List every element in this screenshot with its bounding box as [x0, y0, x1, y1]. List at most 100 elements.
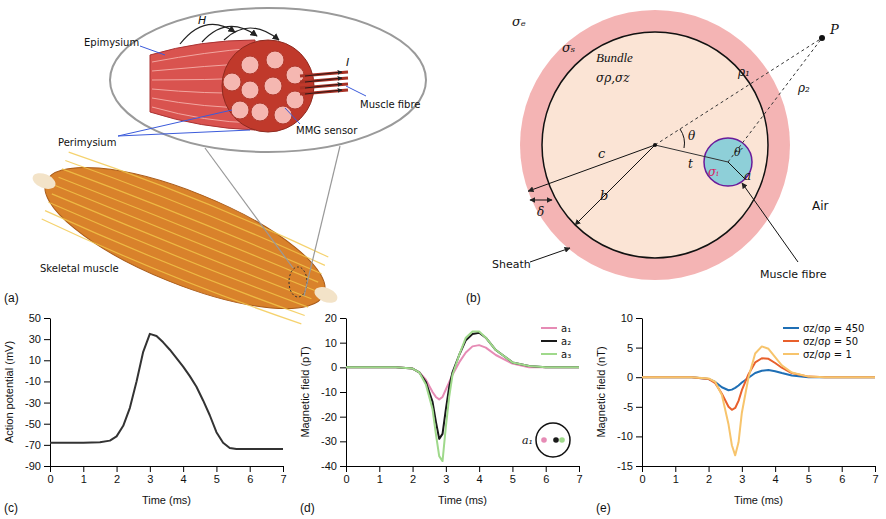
inset-position — [553, 437, 559, 443]
y-tick-mark — [340, 417, 346, 418]
point-p — [819, 35, 825, 41]
label: σρ,σz — [596, 71, 630, 85]
x-tick-mark — [709, 466, 710, 472]
x-tick: 4 — [477, 466, 483, 485]
data-line — [50, 334, 283, 449]
y-tick: 0 — [627, 371, 642, 383]
current-arrow — [305, 72, 342, 76]
muscle-stripe — [40, 219, 301, 328]
x-tick-mark — [546, 466, 547, 472]
label: σᵢ — [708, 165, 719, 179]
y-tick-mark — [44, 403, 50, 404]
x-tick: 6 — [247, 466, 253, 485]
y-axis-line — [642, 319, 643, 467]
fascicle — [231, 101, 249, 119]
x-tick: 6 — [839, 466, 845, 485]
x-tick: 3 — [147, 466, 153, 485]
y-tick-label: -30 — [25, 397, 41, 409]
x-tick-mark — [642, 466, 643, 472]
y-tick-label: 5 — [627, 342, 633, 354]
inset-bundle — [536, 423, 570, 457]
y-tick-label: 10 — [29, 354, 41, 366]
x-tick: 0 — [47, 466, 53, 485]
y-tick: -10 — [25, 375, 50, 387]
muscle-stripe — [48, 202, 308, 309]
y-tick-mark — [340, 466, 346, 467]
muscle-body — [29, 139, 342, 337]
tendon — [30, 170, 57, 192]
y-tick: -10 — [321, 386, 346, 398]
y-tick-mark — [44, 381, 50, 382]
x-tick: 2 — [114, 466, 120, 485]
x-tick-label: 3 — [147, 473, 153, 485]
label: Muscle fibre — [360, 99, 420, 110]
panel-b: σₑσₛBundleσρ,σzδcbθtθ′aσᵢρ₁ρ₂PAirSheathM… — [466, 10, 839, 305]
chart: 01234567-40-30-20-1001020a₁a₂a₃a₁Time (m… — [299, 312, 583, 515]
cross-section — [222, 40, 314, 132]
y-tick-label: -90 — [25, 460, 41, 472]
label: b — [600, 188, 608, 203]
chart: 01234567-90-70-50-30-10103050Time (ms)Ac… — [3, 312, 287, 515]
x-tick: 4 — [181, 466, 187, 485]
y-tick-mark — [340, 343, 346, 344]
x-tick: 6 — [543, 466, 549, 485]
sheath — [520, 10, 790, 280]
panel-label: (c) — [4, 501, 18, 515]
x-tick-mark — [283, 466, 284, 472]
x-tick-mark — [413, 466, 414, 472]
y-tick: 50 — [29, 312, 50, 324]
x-tick-label: 2 — [410, 473, 416, 485]
y-axis-line — [346, 319, 347, 467]
y-axis-title: Magnetic field (nT) — [595, 346, 607, 437]
panel-label: (a) — [4, 291, 19, 305]
x-tick-label: 6 — [247, 473, 253, 485]
y-tick-mark — [44, 360, 50, 361]
y-tick-mark — [636, 407, 642, 408]
y-tick-mark — [44, 318, 50, 319]
leader — [118, 130, 250, 136]
legend-swatch — [783, 353, 799, 355]
y-tick: -5 — [623, 401, 642, 413]
muscle-stripe — [62, 167, 322, 274]
y-tick-label: -50 — [25, 418, 41, 430]
label: θ — [688, 129, 696, 143]
x-tick-label: 5 — [806, 473, 812, 485]
fascicle — [223, 73, 241, 91]
label: a — [744, 169, 751, 183]
label: ρ₁ — [737, 65, 750, 79]
y-tick-label: 30 — [29, 333, 41, 345]
y-tick-mark — [44, 424, 50, 425]
y-tick: 10 — [29, 354, 50, 366]
y-tick-mark — [636, 348, 642, 349]
y-tick: -20 — [321, 411, 346, 423]
label: Muscle fibre — [760, 268, 827, 281]
legend-label: σz/σρ = 450 — [803, 323, 864, 334]
y-tick: 30 — [29, 333, 50, 345]
x-tick-mark — [117, 466, 118, 472]
muscle-fibre — [300, 90, 348, 94]
legend: a₁a₂a₃ — [541, 323, 571, 360]
label: σₑ — [512, 14, 526, 29]
legend-swatch — [541, 340, 557, 342]
inset-position — [559, 437, 565, 443]
x-tick-label: 4 — [773, 473, 779, 485]
ray — [728, 38, 822, 162]
y-tick-label: 10 — [621, 312, 633, 324]
current-arrow — [305, 90, 342, 94]
leader — [140, 46, 165, 55]
x-tick-mark — [379, 466, 380, 472]
y-tick-mark — [44, 339, 50, 340]
x-tick-label: 1 — [673, 473, 679, 485]
x-tick-label: 0 — [343, 473, 349, 485]
y-tick-label: -10 — [25, 375, 41, 387]
figure: EpimysiumHIPerimysiumMMG sensorMuscle fi… — [0, 0, 886, 519]
zoom-line — [304, 146, 340, 296]
y-tick-label: -5 — [623, 401, 633, 413]
fascicle — [266, 51, 284, 69]
legend-swatch — [783, 327, 799, 329]
x-tick-label: 5 — [510, 473, 516, 485]
y-tick-mark — [340, 367, 346, 368]
delta-mark — [530, 200, 552, 201]
x-tick-label: 2 — [114, 473, 120, 485]
x-tick-label: 7 — [280, 473, 286, 485]
